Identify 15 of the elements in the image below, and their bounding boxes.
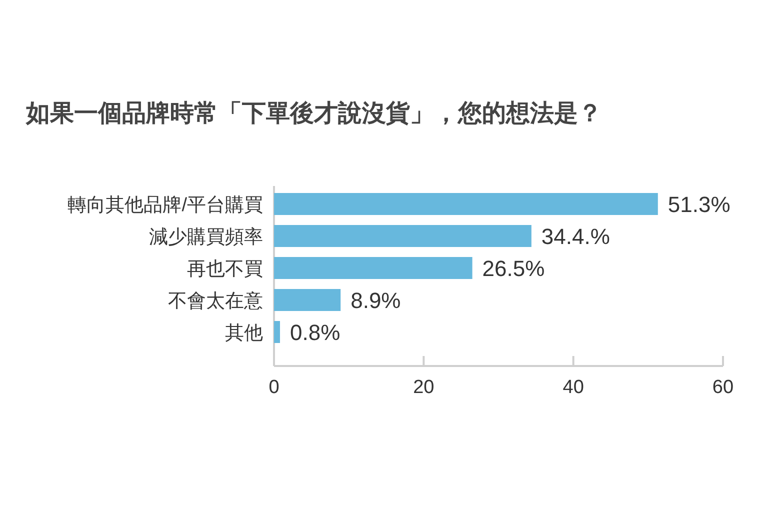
- tick-label: 60: [712, 377, 734, 398]
- category-label: 其他: [225, 323, 263, 344]
- tick-label: 0: [268, 377, 280, 398]
- tick-label: 20: [413, 377, 434, 398]
- title: 如果一個品牌時常「下單後才說沒貨」，您的想法是？: [26, 100, 602, 127]
- tick-label: 40: [562, 377, 584, 398]
- category-label: 不會太在意: [168, 291, 263, 312]
- data-label: 8.9%: [350, 288, 401, 313]
- category-label: 轉向其他品牌/平台購買: [68, 195, 263, 216]
- data-label: 51.3%: [668, 192, 730, 217]
- data-label: 0.8%: [290, 320, 340, 345]
- data-label: 26.5%: [482, 256, 545, 281]
- data-label: 34.4.%: [541, 224, 610, 249]
- category-label: 減少購買頻率: [149, 227, 263, 248]
- category-label: 再也不買: [187, 259, 263, 280]
